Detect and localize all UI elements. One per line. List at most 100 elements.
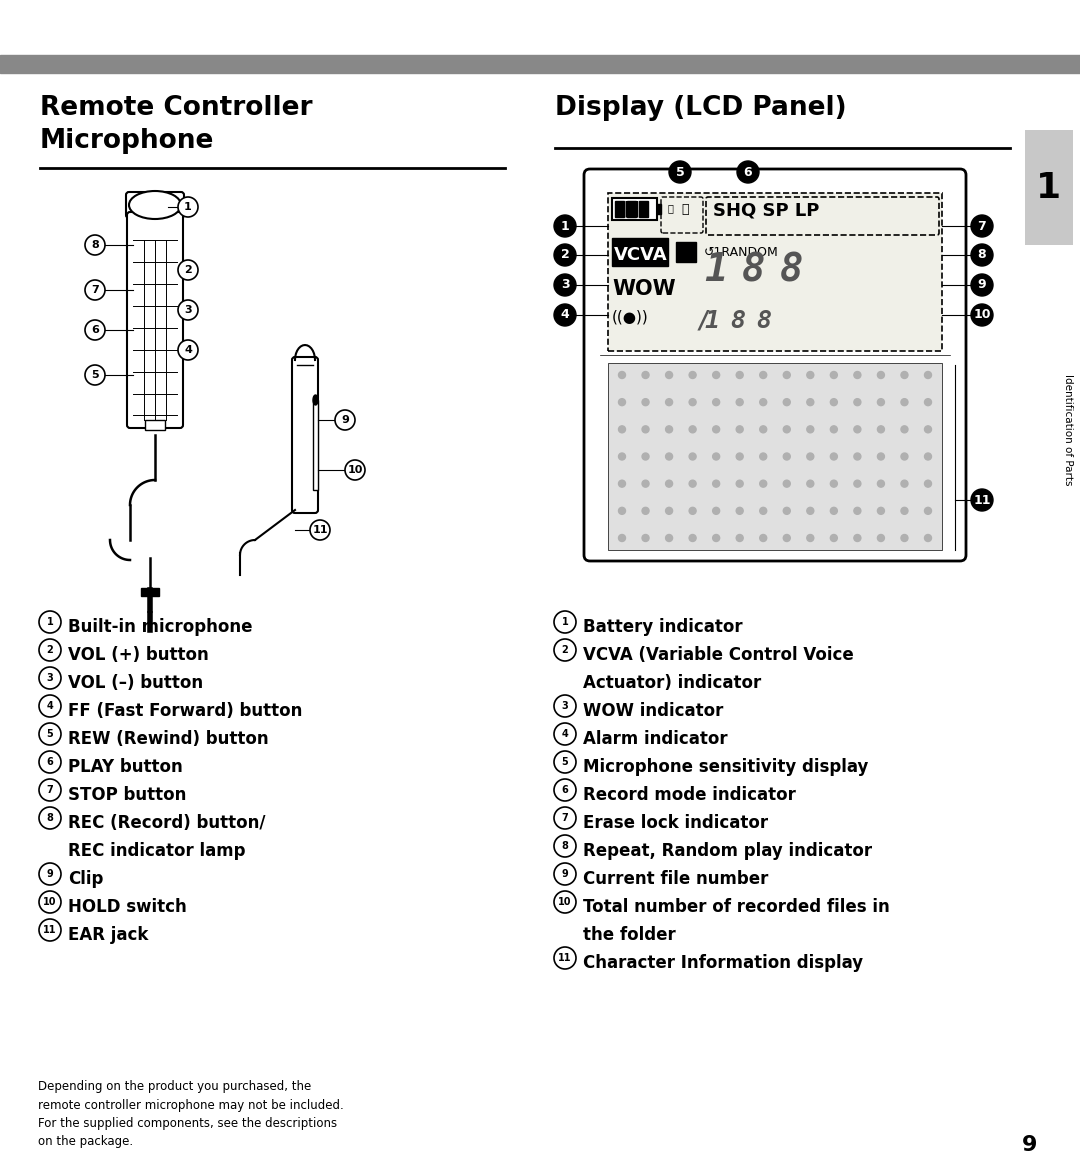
Circle shape	[713, 399, 719, 406]
Circle shape	[971, 304, 993, 326]
Circle shape	[807, 371, 814, 378]
Bar	[1025, 129, 1074, 245]
Text: ▐▐▐: ▐▐▐	[615, 200, 639, 216]
Text: 9: 9	[977, 279, 986, 291]
Circle shape	[554, 304, 576, 326]
Circle shape	[642, 507, 649, 514]
Text: 8: 8	[91, 240, 99, 250]
Circle shape	[619, 399, 625, 406]
Circle shape	[689, 371, 697, 378]
Circle shape	[689, 425, 697, 432]
Ellipse shape	[313, 395, 318, 405]
Circle shape	[713, 534, 719, 541]
Circle shape	[737, 453, 743, 460]
Circle shape	[178, 340, 198, 360]
Bar	[141, 588, 159, 596]
Text: HOLD switch: HOLD switch	[68, 898, 187, 916]
Circle shape	[39, 891, 60, 913]
Circle shape	[619, 371, 625, 378]
Circle shape	[554, 864, 576, 885]
Circle shape	[713, 371, 719, 378]
Circle shape	[310, 520, 330, 540]
Text: ((●)): ((●))	[612, 309, 649, 324]
Circle shape	[619, 425, 625, 432]
Text: 1: 1	[704, 309, 719, 333]
Text: Built-in microphone: Built-in microphone	[68, 618, 253, 636]
Circle shape	[783, 453, 791, 460]
Circle shape	[759, 425, 767, 432]
Circle shape	[85, 280, 105, 301]
Circle shape	[924, 425, 931, 432]
Text: REC (Record) button/: REC (Record) button/	[68, 814, 266, 832]
Text: SHQ SP LP: SHQ SP LP	[713, 201, 820, 218]
Circle shape	[554, 779, 576, 801]
Circle shape	[854, 507, 861, 514]
Text: 2: 2	[561, 249, 569, 261]
Circle shape	[759, 480, 767, 487]
FancyBboxPatch shape	[292, 357, 318, 513]
Text: 1: 1	[46, 617, 53, 627]
Circle shape	[39, 779, 60, 801]
Text: Character Information display: Character Information display	[583, 954, 863, 972]
Text: REC indicator lamp: REC indicator lamp	[68, 842, 245, 860]
Circle shape	[642, 425, 649, 432]
Text: 1: 1	[1037, 170, 1062, 205]
Circle shape	[665, 371, 673, 378]
Text: 5: 5	[91, 370, 98, 380]
Text: 11: 11	[973, 494, 990, 506]
Circle shape	[665, 399, 673, 406]
Text: 6: 6	[744, 165, 753, 178]
Text: WOW indicator: WOW indicator	[583, 702, 724, 720]
Text: 1: 1	[562, 617, 568, 627]
Circle shape	[877, 399, 885, 406]
Circle shape	[665, 453, 673, 460]
Text: Microphone sensitivity display: Microphone sensitivity display	[583, 758, 868, 776]
Circle shape	[642, 453, 649, 460]
Circle shape	[713, 425, 719, 432]
Circle shape	[901, 534, 908, 541]
Text: the folder: the folder	[583, 926, 676, 944]
Circle shape	[759, 399, 767, 406]
Circle shape	[178, 260, 198, 280]
Text: 5: 5	[676, 165, 685, 178]
Text: Actuator) indicator: Actuator) indicator	[583, 674, 761, 692]
Circle shape	[554, 244, 576, 266]
Circle shape	[554, 751, 576, 773]
Circle shape	[737, 399, 743, 406]
Circle shape	[665, 534, 673, 541]
Bar	[612, 198, 657, 220]
Circle shape	[554, 835, 576, 857]
Text: 10: 10	[973, 309, 990, 321]
Circle shape	[335, 410, 355, 430]
Text: 1: 1	[561, 220, 569, 232]
FancyBboxPatch shape	[584, 169, 966, 561]
FancyBboxPatch shape	[126, 192, 184, 218]
Circle shape	[901, 453, 908, 460]
Circle shape	[39, 751, 60, 773]
Circle shape	[39, 667, 60, 689]
Circle shape	[759, 371, 767, 378]
Circle shape	[924, 371, 931, 378]
Circle shape	[554, 612, 576, 633]
Circle shape	[924, 534, 931, 541]
Text: 4: 4	[561, 309, 569, 321]
Text: EAR jack: EAR jack	[68, 926, 148, 944]
Circle shape	[665, 507, 673, 514]
Text: VOL (–) button: VOL (–) button	[68, 674, 203, 692]
Circle shape	[689, 399, 697, 406]
Circle shape	[178, 301, 198, 320]
Bar	[0, 55, 1080, 73]
Circle shape	[689, 507, 697, 514]
Circle shape	[554, 274, 576, 296]
Text: Alarm indicator: Alarm indicator	[583, 729, 728, 748]
Text: Identification of Parts: Identification of Parts	[1063, 375, 1074, 486]
Circle shape	[178, 197, 198, 217]
Circle shape	[854, 534, 861, 541]
Circle shape	[345, 460, 365, 480]
Circle shape	[924, 507, 931, 514]
Text: VCVA: VCVA	[615, 246, 667, 264]
Circle shape	[783, 425, 791, 432]
Circle shape	[85, 320, 105, 340]
Circle shape	[554, 722, 576, 744]
Circle shape	[854, 425, 861, 432]
